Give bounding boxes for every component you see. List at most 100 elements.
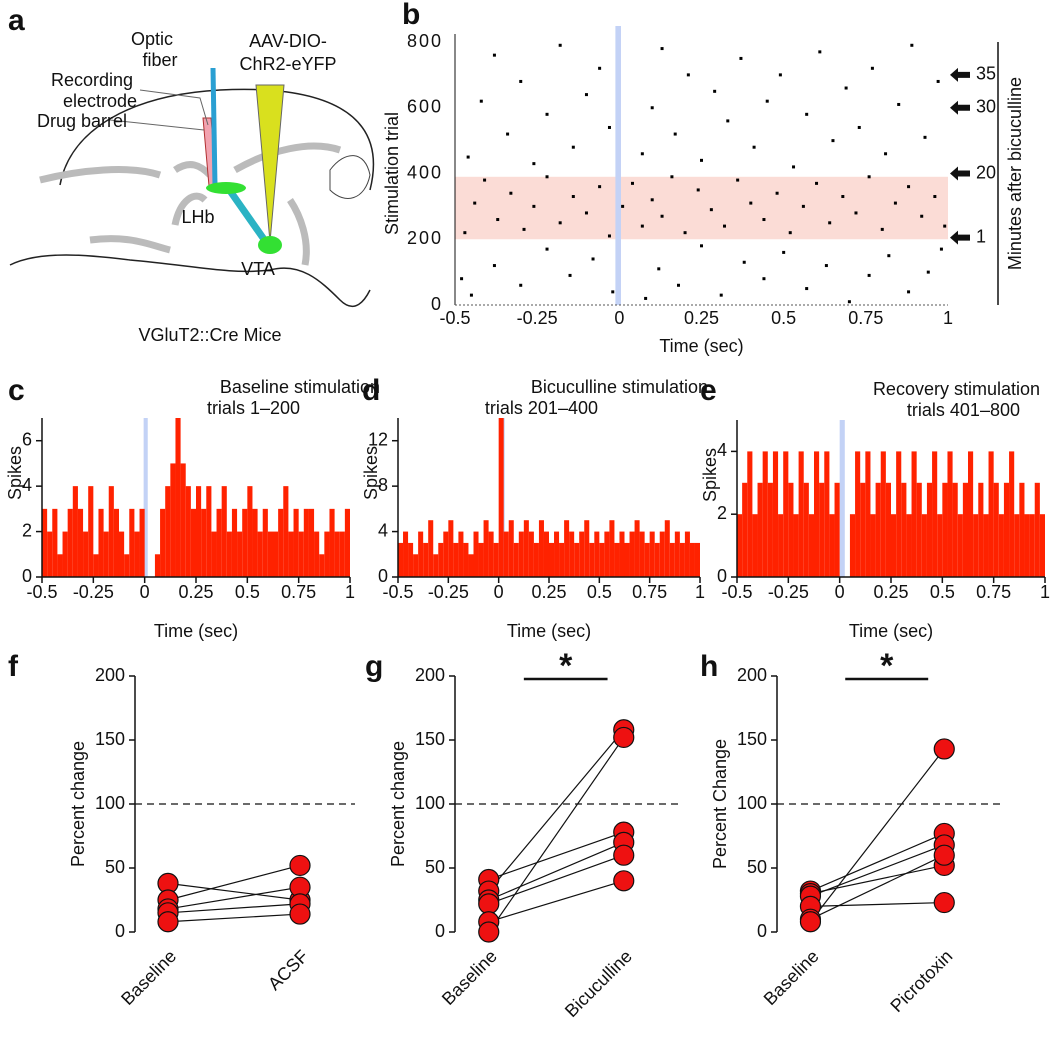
x-tick-label: 0 bbox=[614, 308, 624, 328]
histogram-bar bbox=[88, 486, 94, 577]
histogram-bar bbox=[478, 542, 484, 577]
data-point bbox=[613, 726, 635, 749]
histogram-bar bbox=[834, 482, 840, 577]
histogram-bar bbox=[180, 463, 186, 577]
histogram-bar bbox=[278, 508, 284, 577]
category-label: Baseline bbox=[760, 946, 823, 1009]
brain-tracts bbox=[39, 142, 342, 184]
histogram-bar bbox=[165, 486, 171, 577]
histogram-bar bbox=[554, 531, 560, 577]
spike bbox=[630, 181, 634, 185]
spike bbox=[473, 201, 477, 205]
spike bbox=[792, 165, 796, 169]
spike bbox=[506, 132, 510, 136]
arrow-label: 30 bbox=[976, 97, 996, 117]
hippocampus bbox=[329, 155, 371, 199]
histogram-bar bbox=[98, 508, 104, 577]
spike bbox=[739, 56, 743, 60]
histogram-bar bbox=[262, 508, 268, 577]
histogram-bar bbox=[42, 508, 48, 577]
x-tick-label: 0.75 bbox=[632, 582, 667, 602]
histogram-bar bbox=[237, 531, 243, 577]
histogram-bar bbox=[113, 508, 119, 577]
histogram-bar bbox=[523, 520, 529, 577]
x-tick-label: 0 bbox=[494, 582, 504, 602]
spike bbox=[801, 204, 805, 208]
x-tick-label: 0.5 bbox=[587, 582, 612, 602]
pair-line bbox=[167, 913, 301, 923]
spike bbox=[621, 204, 625, 208]
category-label: Picrotoxin bbox=[886, 946, 956, 1016]
significance-mark: * bbox=[559, 647, 573, 685]
histogram-bar bbox=[196, 486, 202, 577]
spike bbox=[545, 247, 549, 251]
histogram-bar bbox=[906, 514, 912, 577]
histogram-bar bbox=[190, 508, 196, 577]
histogram-bar bbox=[865, 451, 871, 577]
label: LHb bbox=[181, 207, 214, 227]
spike bbox=[676, 283, 680, 287]
histogram-bar bbox=[937, 514, 943, 577]
histogram-bar bbox=[689, 542, 695, 577]
histogram-bar bbox=[747, 451, 753, 577]
histogram-bar bbox=[418, 531, 424, 577]
panel-subtitle: trials 201–400 bbox=[485, 398, 598, 418]
data-point bbox=[289, 903, 311, 925]
histogram-bar bbox=[694, 542, 700, 577]
spike bbox=[847, 300, 851, 304]
histogram-bar bbox=[921, 514, 927, 577]
histogram-bar bbox=[398, 542, 404, 577]
histogram-bar bbox=[448, 520, 454, 577]
histogram-bar bbox=[288, 531, 294, 577]
x-tick-label: 1 bbox=[943, 308, 953, 328]
x-tick-label: -0.5 bbox=[26, 582, 57, 602]
histogram-bar bbox=[303, 508, 309, 577]
histogram-bar bbox=[538, 520, 544, 577]
spike bbox=[854, 211, 858, 215]
histogram-bar bbox=[998, 514, 1004, 577]
y-axis-title: Percent Change bbox=[710, 739, 730, 869]
x-tick-label: 1 bbox=[345, 582, 355, 602]
spike bbox=[660, 47, 664, 51]
stimulus-bar bbox=[615, 26, 621, 305]
histogram-bar bbox=[458, 531, 464, 577]
histogram-bar bbox=[247, 486, 253, 577]
histogram-bar bbox=[185, 486, 191, 577]
histogram-bar bbox=[793, 514, 799, 577]
histogram-bar bbox=[639, 531, 645, 577]
vta-region bbox=[258, 236, 282, 254]
y-tick-label: 100 bbox=[95, 793, 125, 813]
y-tick-label: 50 bbox=[425, 857, 445, 877]
histogram-bar bbox=[298, 531, 304, 577]
panel-letter: c bbox=[8, 374, 25, 407]
histogram-bar bbox=[624, 542, 630, 577]
pair-line bbox=[810, 844, 945, 897]
x-tick-label: 0.25 bbox=[684, 308, 719, 328]
histogram-bar bbox=[242, 508, 248, 577]
histogram-bar bbox=[644, 542, 650, 577]
histogram-bar bbox=[108, 486, 114, 577]
x-tick-label: -0.5 bbox=[439, 308, 470, 328]
data-point bbox=[157, 911, 179, 933]
spike bbox=[815, 181, 819, 185]
histogram-bar bbox=[483, 520, 489, 577]
histogram-bar bbox=[604, 531, 610, 577]
spike bbox=[558, 221, 562, 225]
histogram-bar bbox=[808, 514, 814, 577]
panel-letter: g bbox=[365, 650, 383, 683]
histogram-bar bbox=[273, 531, 279, 577]
histogram-bar bbox=[880, 451, 886, 577]
y-axis-title: Spikes bbox=[5, 446, 25, 500]
histogram-bar bbox=[1039, 514, 1045, 577]
y-tick-label: 2 bbox=[717, 503, 727, 523]
spike bbox=[828, 221, 832, 225]
histogram-bar bbox=[988, 451, 994, 577]
histogram-bar bbox=[829, 514, 835, 577]
spike bbox=[640, 224, 644, 228]
spike bbox=[607, 125, 611, 129]
spike bbox=[686, 73, 690, 77]
data-point bbox=[478, 921, 500, 943]
histogram-bar bbox=[453, 542, 459, 577]
spike bbox=[897, 102, 901, 106]
